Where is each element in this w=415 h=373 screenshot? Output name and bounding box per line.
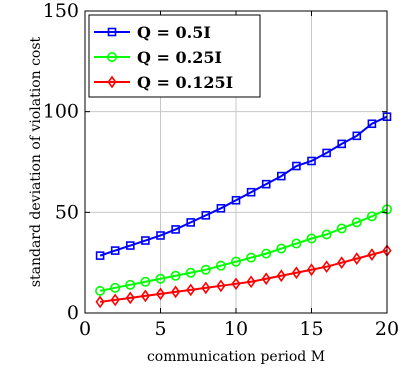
data-point	[95, 295, 105, 309]
data-point	[126, 241, 135, 250]
data-point	[261, 272, 271, 286]
x-tick-label: 15	[299, 318, 323, 340]
data-point	[170, 270, 181, 281]
legend-label: Q = 0.25I	[137, 48, 222, 67]
series-line	[99, 208, 388, 292]
data-point	[307, 156, 316, 166]
series-3	[95, 244, 392, 309]
data-point	[171, 225, 180, 234]
legend-label: Q = 0.5I	[137, 23, 211, 42]
data-point	[140, 276, 151, 287]
data-point	[110, 293, 120, 307]
data-point	[351, 217, 362, 228]
data-point	[321, 229, 332, 240]
x-tick-label: 0	[79, 318, 91, 340]
data-point	[201, 281, 211, 295]
series-1	[95, 112, 392, 260]
data-point	[125, 279, 136, 290]
data-point	[200, 264, 211, 275]
data-point	[366, 211, 377, 222]
data-point	[155, 273, 166, 284]
data-point	[216, 204, 226, 213]
data-point	[95, 251, 105, 260]
data-point	[337, 256, 347, 270]
series-2	[95, 204, 392, 296]
y-tick-label: 0	[67, 302, 79, 324]
data-point	[322, 148, 331, 158]
data-point	[336, 223, 347, 234]
data-point	[276, 171, 286, 181]
series-layer	[95, 112, 392, 309]
data-point	[291, 238, 302, 249]
legend-marker	[107, 51, 118, 62]
y-axis-label: standard deviation of violation cost	[28, 36, 44, 287]
data-point	[110, 282, 121, 293]
x-tick-label: 20	[375, 318, 399, 340]
data-point	[156, 231, 165, 240]
data-point	[352, 131, 362, 141]
data-point	[352, 252, 362, 266]
data-point	[292, 161, 301, 171]
data-point	[246, 252, 257, 263]
data-point	[231, 277, 241, 291]
data-point	[231, 256, 242, 267]
legend: Q = 0.5I Q = 0.25I Q = 0.125I	[88, 14, 261, 98]
data-point	[291, 266, 301, 280]
data-point	[306, 263, 317, 277]
data-point	[185, 267, 196, 278]
data-point	[322, 260, 332, 274]
data-point	[141, 236, 150, 245]
data-point	[95, 285, 106, 296]
x-tick-label: 10	[224, 318, 248, 340]
data-point	[246, 275, 256, 289]
data-point	[155, 287, 166, 301]
data-point	[276, 243, 287, 254]
legend-label: Q = 0.125I	[137, 73, 233, 92]
data-point	[306, 233, 317, 244]
data-point	[186, 283, 196, 297]
data-point	[201, 211, 211, 220]
y-tick-label: 50	[55, 201, 79, 223]
data-point	[246, 187, 256, 197]
data-point	[337, 139, 347, 149]
data-point	[140, 289, 150, 303]
y-tick-label: 150	[43, 0, 79, 22]
data-point	[186, 218, 195, 227]
legend-marker	[107, 75, 117, 89]
data-point	[215, 260, 226, 271]
data-point	[216, 279, 226, 293]
series-line	[99, 115, 388, 257]
y-tick-label: 100	[43, 101, 79, 123]
ticks: 0 5 10 15 20 0 50 100 150	[43, 0, 399, 340]
data-point	[125, 291, 135, 305]
data-point	[261, 248, 272, 259]
data-point	[261, 179, 271, 189]
x-axis-label: communication period M	[147, 349, 325, 365]
data-point	[171, 285, 181, 299]
x-tick-label: 5	[154, 318, 166, 340]
data-point	[276, 269, 286, 283]
data-point	[367, 119, 377, 129]
data-point	[231, 195, 241, 205]
legend-marker	[107, 27, 117, 37]
data-point	[367, 248, 377, 261]
data-point	[110, 246, 120, 255]
